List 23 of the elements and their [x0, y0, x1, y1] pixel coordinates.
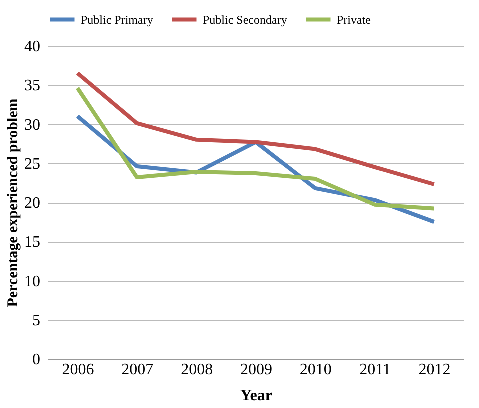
- y-tick-label: 25: [24, 156, 40, 173]
- y-tick-label: 15: [24, 234, 40, 252]
- x-axis-title: Year: [240, 388, 272, 404]
- y-tick-label: 30: [24, 116, 40, 134]
- legend-label: Public Primary: [81, 12, 154, 27]
- line-series: [76, 71, 436, 187]
- line-series: [76, 86, 436, 211]
- y-tick-label: 35: [24, 78, 40, 95]
- y-tick-label: 5: [32, 312, 40, 330]
- x-tick-label: 2007: [122, 362, 154, 378]
- x-tick-label: 2011: [360, 362, 392, 378]
- y-tick-label: 40: [24, 38, 40, 56]
- x-tick-label: 2012: [418, 362, 451, 378]
- x-tick-label: 2008: [181, 362, 214, 378]
- legend-label: Private: [337, 12, 371, 27]
- x-tick-label: 2009: [240, 362, 272, 378]
- y-tick-label: 0: [32, 352, 40, 368]
- y-tick-label: 10: [24, 273, 40, 290]
- legend-label: Public Secondary: [203, 12, 288, 27]
- x-tick-label: 2010: [300, 362, 332, 378]
- x-tick-label: 2006: [62, 362, 94, 378]
- y-tick-label: 20: [24, 195, 40, 212]
- y-axis-title: Percentage experienced problem: [6, 98, 22, 308]
